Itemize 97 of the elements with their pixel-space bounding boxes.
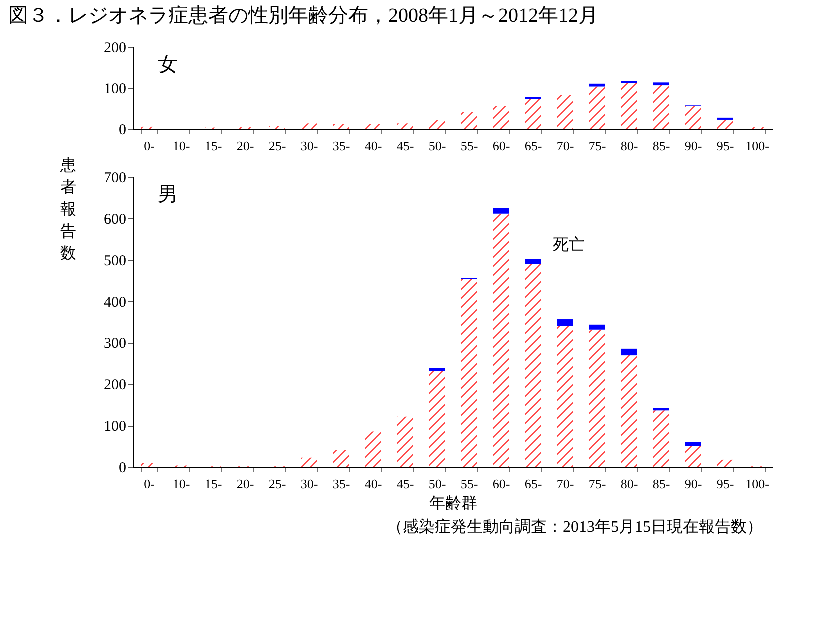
x-tick-label: 55- bbox=[460, 138, 478, 154]
bar bbox=[525, 259, 541, 264]
x-tick-label: 20- bbox=[236, 476, 254, 492]
bar bbox=[589, 84, 605, 87]
bar bbox=[397, 416, 413, 467]
bar bbox=[589, 330, 605, 467]
x-tick-label: 65- bbox=[524, 138, 542, 154]
x-tick-label: 95- bbox=[716, 476, 734, 492]
bar bbox=[717, 120, 733, 129]
bar bbox=[589, 86, 605, 129]
y-tick-label: 0 bbox=[119, 460, 126, 476]
bar bbox=[525, 264, 541, 467]
x-axis-title: 年齢群 bbox=[430, 494, 478, 512]
annotation: 女 bbox=[158, 54, 178, 76]
bar bbox=[557, 95, 573, 129]
x-tick-label: 85- bbox=[652, 138, 670, 154]
bar bbox=[493, 208, 509, 214]
y-tick-label: 400 bbox=[104, 294, 126, 311]
bar bbox=[301, 458, 317, 467]
x-tick-label: 75- bbox=[588, 476, 606, 492]
bar bbox=[557, 326, 573, 467]
y-axis-title: 患者報告数 bbox=[60, 156, 76, 262]
bar bbox=[653, 408, 669, 411]
bar bbox=[557, 320, 573, 326]
x-tick-label: 60- bbox=[492, 476, 510, 492]
x-tick-label: 25- bbox=[268, 476, 286, 492]
x-tick-label: 55- bbox=[460, 476, 478, 492]
x-tick-label: 15- bbox=[204, 138, 222, 154]
annotation: 男 bbox=[158, 184, 178, 206]
bar bbox=[269, 126, 285, 129]
bar bbox=[653, 410, 669, 467]
x-tick-label: 35- bbox=[332, 476, 350, 492]
y-tick-label: 200 bbox=[104, 40, 126, 56]
bar bbox=[429, 120, 445, 129]
bar bbox=[685, 442, 701, 446]
x-tick-label: 25- bbox=[268, 138, 286, 154]
x-tick-label: 90- bbox=[684, 476, 702, 492]
bar bbox=[365, 432, 381, 467]
y-tick-label: 200 bbox=[104, 378, 126, 394]
x-tick-label: 0- bbox=[144, 476, 155, 492]
x-tick-label: 60- bbox=[492, 138, 510, 154]
bar bbox=[365, 124, 381, 129]
x-tick-label: 30- bbox=[300, 476, 318, 492]
bar bbox=[333, 450, 349, 467]
x-tick-label: 100- bbox=[746, 138, 770, 154]
x-tick-label: 10- bbox=[172, 476, 190, 492]
bar bbox=[621, 356, 637, 467]
x-tick-label: 15- bbox=[204, 476, 222, 492]
x-tick-label: 75- bbox=[588, 138, 606, 154]
x-tick-label: 100- bbox=[746, 476, 770, 492]
y-tick-label: 100 bbox=[104, 419, 126, 436]
x-tick-label: 50- bbox=[428, 138, 446, 154]
x-tick-label: 90- bbox=[684, 138, 702, 154]
x-tick-label: 80- bbox=[620, 138, 638, 154]
x-tick-label: 70- bbox=[556, 138, 574, 154]
x-tick-label: 20- bbox=[236, 138, 254, 154]
text: （感染症発生動向調査：2013年5月15日現在報告数） bbox=[387, 518, 763, 536]
x-tick-label: 80- bbox=[620, 476, 638, 492]
x-tick-label: 30- bbox=[300, 138, 318, 154]
y-tick-label: 0 bbox=[119, 122, 126, 138]
bar bbox=[493, 214, 509, 467]
x-tick-label: 45- bbox=[396, 138, 414, 154]
bar bbox=[685, 106, 701, 129]
x-tick-label: 10- bbox=[172, 138, 190, 154]
x-tick-label: 50- bbox=[428, 476, 446, 492]
x-tick-label: 0- bbox=[144, 138, 155, 154]
bar bbox=[493, 106, 509, 129]
x-tick-label: 70- bbox=[556, 476, 574, 492]
bar bbox=[589, 324, 605, 330]
y-tick-label: 700 bbox=[104, 170, 126, 186]
y-tick-label: 300 bbox=[104, 336, 126, 352]
bar bbox=[397, 124, 413, 129]
bar bbox=[429, 368, 445, 372]
x-tick-label: 40- bbox=[364, 138, 382, 154]
x-tick-label: 95- bbox=[716, 138, 734, 154]
x-tick-label: 85- bbox=[652, 476, 670, 492]
y-tick-label: 100 bbox=[104, 82, 126, 98]
x-tick-label: 65- bbox=[524, 476, 542, 492]
bar bbox=[653, 86, 669, 129]
bar bbox=[717, 460, 733, 467]
bar bbox=[653, 82, 669, 86]
bar bbox=[621, 83, 637, 129]
y-tick-label: 600 bbox=[104, 212, 126, 228]
bar bbox=[685, 446, 701, 467]
bar bbox=[429, 371, 445, 467]
bar bbox=[461, 112, 477, 129]
x-tick-label: 45- bbox=[396, 476, 414, 492]
bar bbox=[621, 348, 637, 356]
bar bbox=[301, 124, 317, 129]
x-tick-label: 40- bbox=[364, 476, 382, 492]
x-tick-label: 35- bbox=[332, 138, 350, 154]
bar bbox=[525, 99, 541, 129]
bar bbox=[461, 279, 477, 467]
y-tick-label: 500 bbox=[104, 253, 126, 270]
bar bbox=[333, 124, 349, 129]
annotation: 死亡 bbox=[553, 236, 585, 254]
chart-title: 図３．レジオネラ症患者の性別年齢分布，2008年1月～2012年12月 bbox=[8, 5, 598, 27]
